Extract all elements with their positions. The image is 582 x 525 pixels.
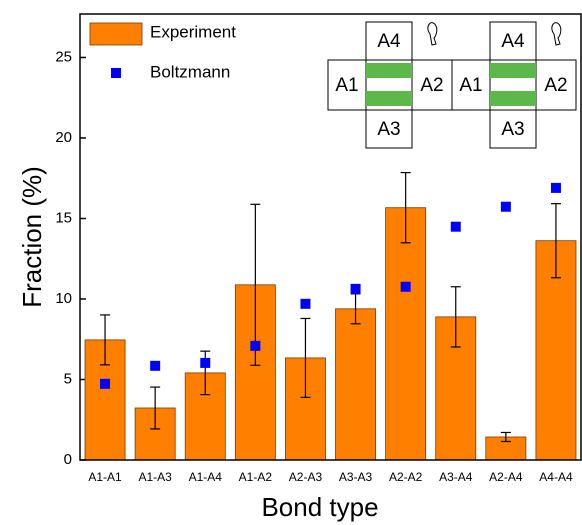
inset-band (366, 63, 412, 78)
inset-label: A4 (377, 31, 401, 52)
x-axis-label: Bond type (261, 492, 378, 522)
inset-box (489, 21, 537, 61)
inset-label: A3 (377, 119, 400, 140)
point (450, 221, 461, 232)
point (100, 378, 111, 389)
point (350, 283, 361, 294)
inset-box (535, 59, 577, 111)
y-tick-label: 15 (55, 209, 72, 226)
error-bar (250, 203, 261, 366)
error-bar (550, 203, 561, 279)
y-tick-label: 25 (55, 48, 72, 65)
inset-label: A3 (501, 119, 524, 140)
legend-swatch (89, 22, 143, 46)
point (500, 201, 511, 212)
point (200, 357, 211, 368)
inset-label: A1 (459, 75, 482, 96)
error-bar (500, 431, 511, 443)
inset-label: A4 (501, 31, 525, 52)
inset-label: A2 (420, 75, 443, 96)
y-axis-label: Fraction (%) (17, 166, 47, 308)
inset-diagram: A4 A1 A2 A3 (327, 21, 453, 149)
inset-icon (427, 22, 438, 46)
inset-box (489, 109, 537, 149)
legend-swatch (111, 68, 121, 78)
y-tick-label: 20 (55, 129, 72, 146)
x-tick-label: A1-A2 (239, 470, 273, 484)
y-tick-label: 10 (55, 290, 72, 307)
bar (335, 308, 376, 461)
y-tick-label: 5 (64, 370, 72, 387)
x-tick-label: A3-A4 (439, 470, 473, 484)
x-tick-label: A1-A3 (138, 470, 172, 484)
inset-diagram: A4 A1 A2 A3 (451, 21, 577, 149)
x-tick-label: A2-A3 (289, 470, 323, 484)
plot-frame (79, 13, 582, 461)
inset-label: A2 (544, 75, 567, 96)
inset-band (490, 63, 536, 78)
point (550, 182, 561, 193)
x-tick-label: A4-A4 (539, 470, 573, 484)
x-tick-label: A1-A4 (189, 470, 223, 484)
inset-label: A1 (335, 75, 358, 96)
point (400, 281, 411, 292)
inset-box (411, 59, 453, 111)
inset-band (490, 91, 536, 106)
point (300, 298, 311, 309)
error-bar (300, 317, 311, 398)
y-tick-label: 0 (64, 451, 72, 468)
error-bar (400, 171, 411, 244)
x-tick-label: A1-A1 (88, 470, 122, 484)
x-tick-label: A2-A4 (489, 470, 523, 484)
point (250, 340, 261, 351)
inset-icon (551, 22, 562, 46)
error-bar (100, 314, 111, 366)
x-tick-label: A3-A3 (339, 470, 373, 484)
inset-box (451, 59, 491, 111)
error-bar (150, 386, 161, 430)
legend-label: Boltzmann (150, 62, 230, 81)
x-tick-label: A2-A2 (389, 470, 423, 484)
legend-label: Experiment (150, 22, 236, 41)
inset-box (327, 59, 367, 111)
inset-box (365, 21, 413, 61)
inset-band (366, 91, 412, 106)
bar (385, 207, 427, 461)
point (150, 360, 161, 371)
error-bar (450, 286, 461, 348)
